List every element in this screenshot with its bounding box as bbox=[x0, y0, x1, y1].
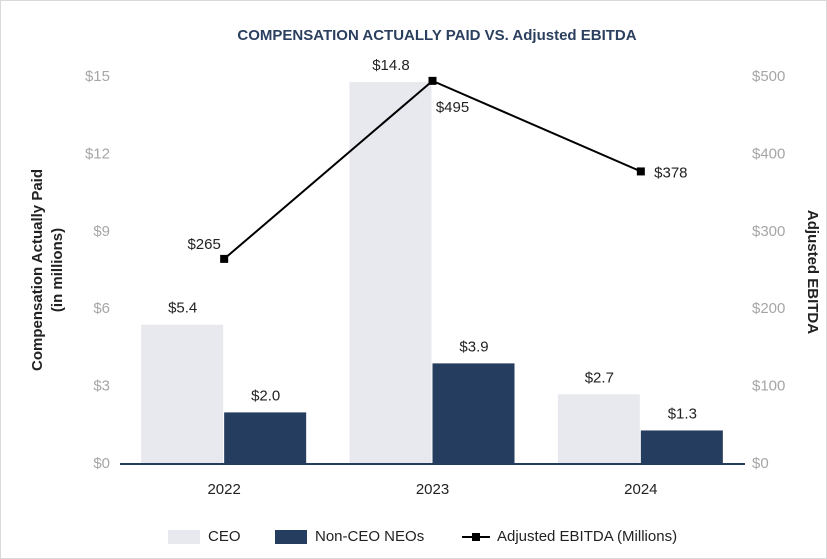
y-tick-label: $15 bbox=[85, 68, 110, 85]
chart-title: COMPENSATION ACTUALLY PAID VS. Adjusted … bbox=[237, 27, 636, 44]
line-value-label: $265 bbox=[187, 236, 220, 253]
line-marker bbox=[636, 167, 645, 176]
y2-tick-label: $0 bbox=[752, 455, 769, 472]
bar bbox=[557, 394, 640, 464]
line-marker bbox=[220, 254, 229, 263]
x-tick-label: 2024 bbox=[624, 481, 657, 498]
line-value-label: $495 bbox=[436, 99, 469, 116]
bar-value-label: $2.0 bbox=[251, 387, 280, 404]
bar-value-label: $14.8 bbox=[372, 57, 410, 74]
y-tick-label: $3 bbox=[93, 378, 110, 395]
bar bbox=[224, 412, 307, 464]
y2-tick-label: $300 bbox=[752, 223, 785, 240]
bar bbox=[141, 324, 224, 464]
legend-swatch bbox=[275, 530, 307, 544]
y-tick-label: $6 bbox=[93, 300, 110, 317]
y-axis-label: Compensation Actually Paid bbox=[29, 169, 46, 371]
y2-axis-label: Adjusted EBITDA bbox=[804, 210, 821, 334]
y-tick-label: $12 bbox=[85, 145, 110, 162]
bar bbox=[432, 363, 515, 464]
bar-value-label: $3.9 bbox=[459, 338, 488, 355]
y-tick-label: $9 bbox=[93, 223, 110, 240]
legend-label: CEO bbox=[208, 528, 241, 545]
bar-value-label: $5.4 bbox=[168, 300, 197, 317]
line-value-label: $378 bbox=[654, 164, 687, 181]
x-tick-label: 2023 bbox=[416, 481, 449, 498]
y-axis-label: (in millions) bbox=[49, 228, 66, 312]
bar-value-label: $2.7 bbox=[585, 369, 614, 386]
legend-swatch bbox=[168, 530, 200, 544]
line-marker bbox=[428, 76, 437, 85]
y-tick-label: $0 bbox=[93, 455, 110, 472]
bar-value-label: $1.3 bbox=[668, 405, 697, 422]
y2-tick-label: $200 bbox=[752, 300, 785, 317]
y2-tick-label: $500 bbox=[752, 68, 785, 85]
y2-tick-label: $400 bbox=[752, 145, 785, 162]
legend-marker bbox=[472, 533, 480, 541]
bar bbox=[640, 430, 723, 464]
x-tick-label: 2022 bbox=[207, 481, 240, 498]
legend-label: Adjusted EBITDA (Millions) bbox=[497, 528, 677, 545]
legend-label: Non-CEO NEOs bbox=[315, 528, 424, 545]
bar bbox=[349, 82, 432, 464]
y2-tick-label: $100 bbox=[752, 378, 785, 395]
